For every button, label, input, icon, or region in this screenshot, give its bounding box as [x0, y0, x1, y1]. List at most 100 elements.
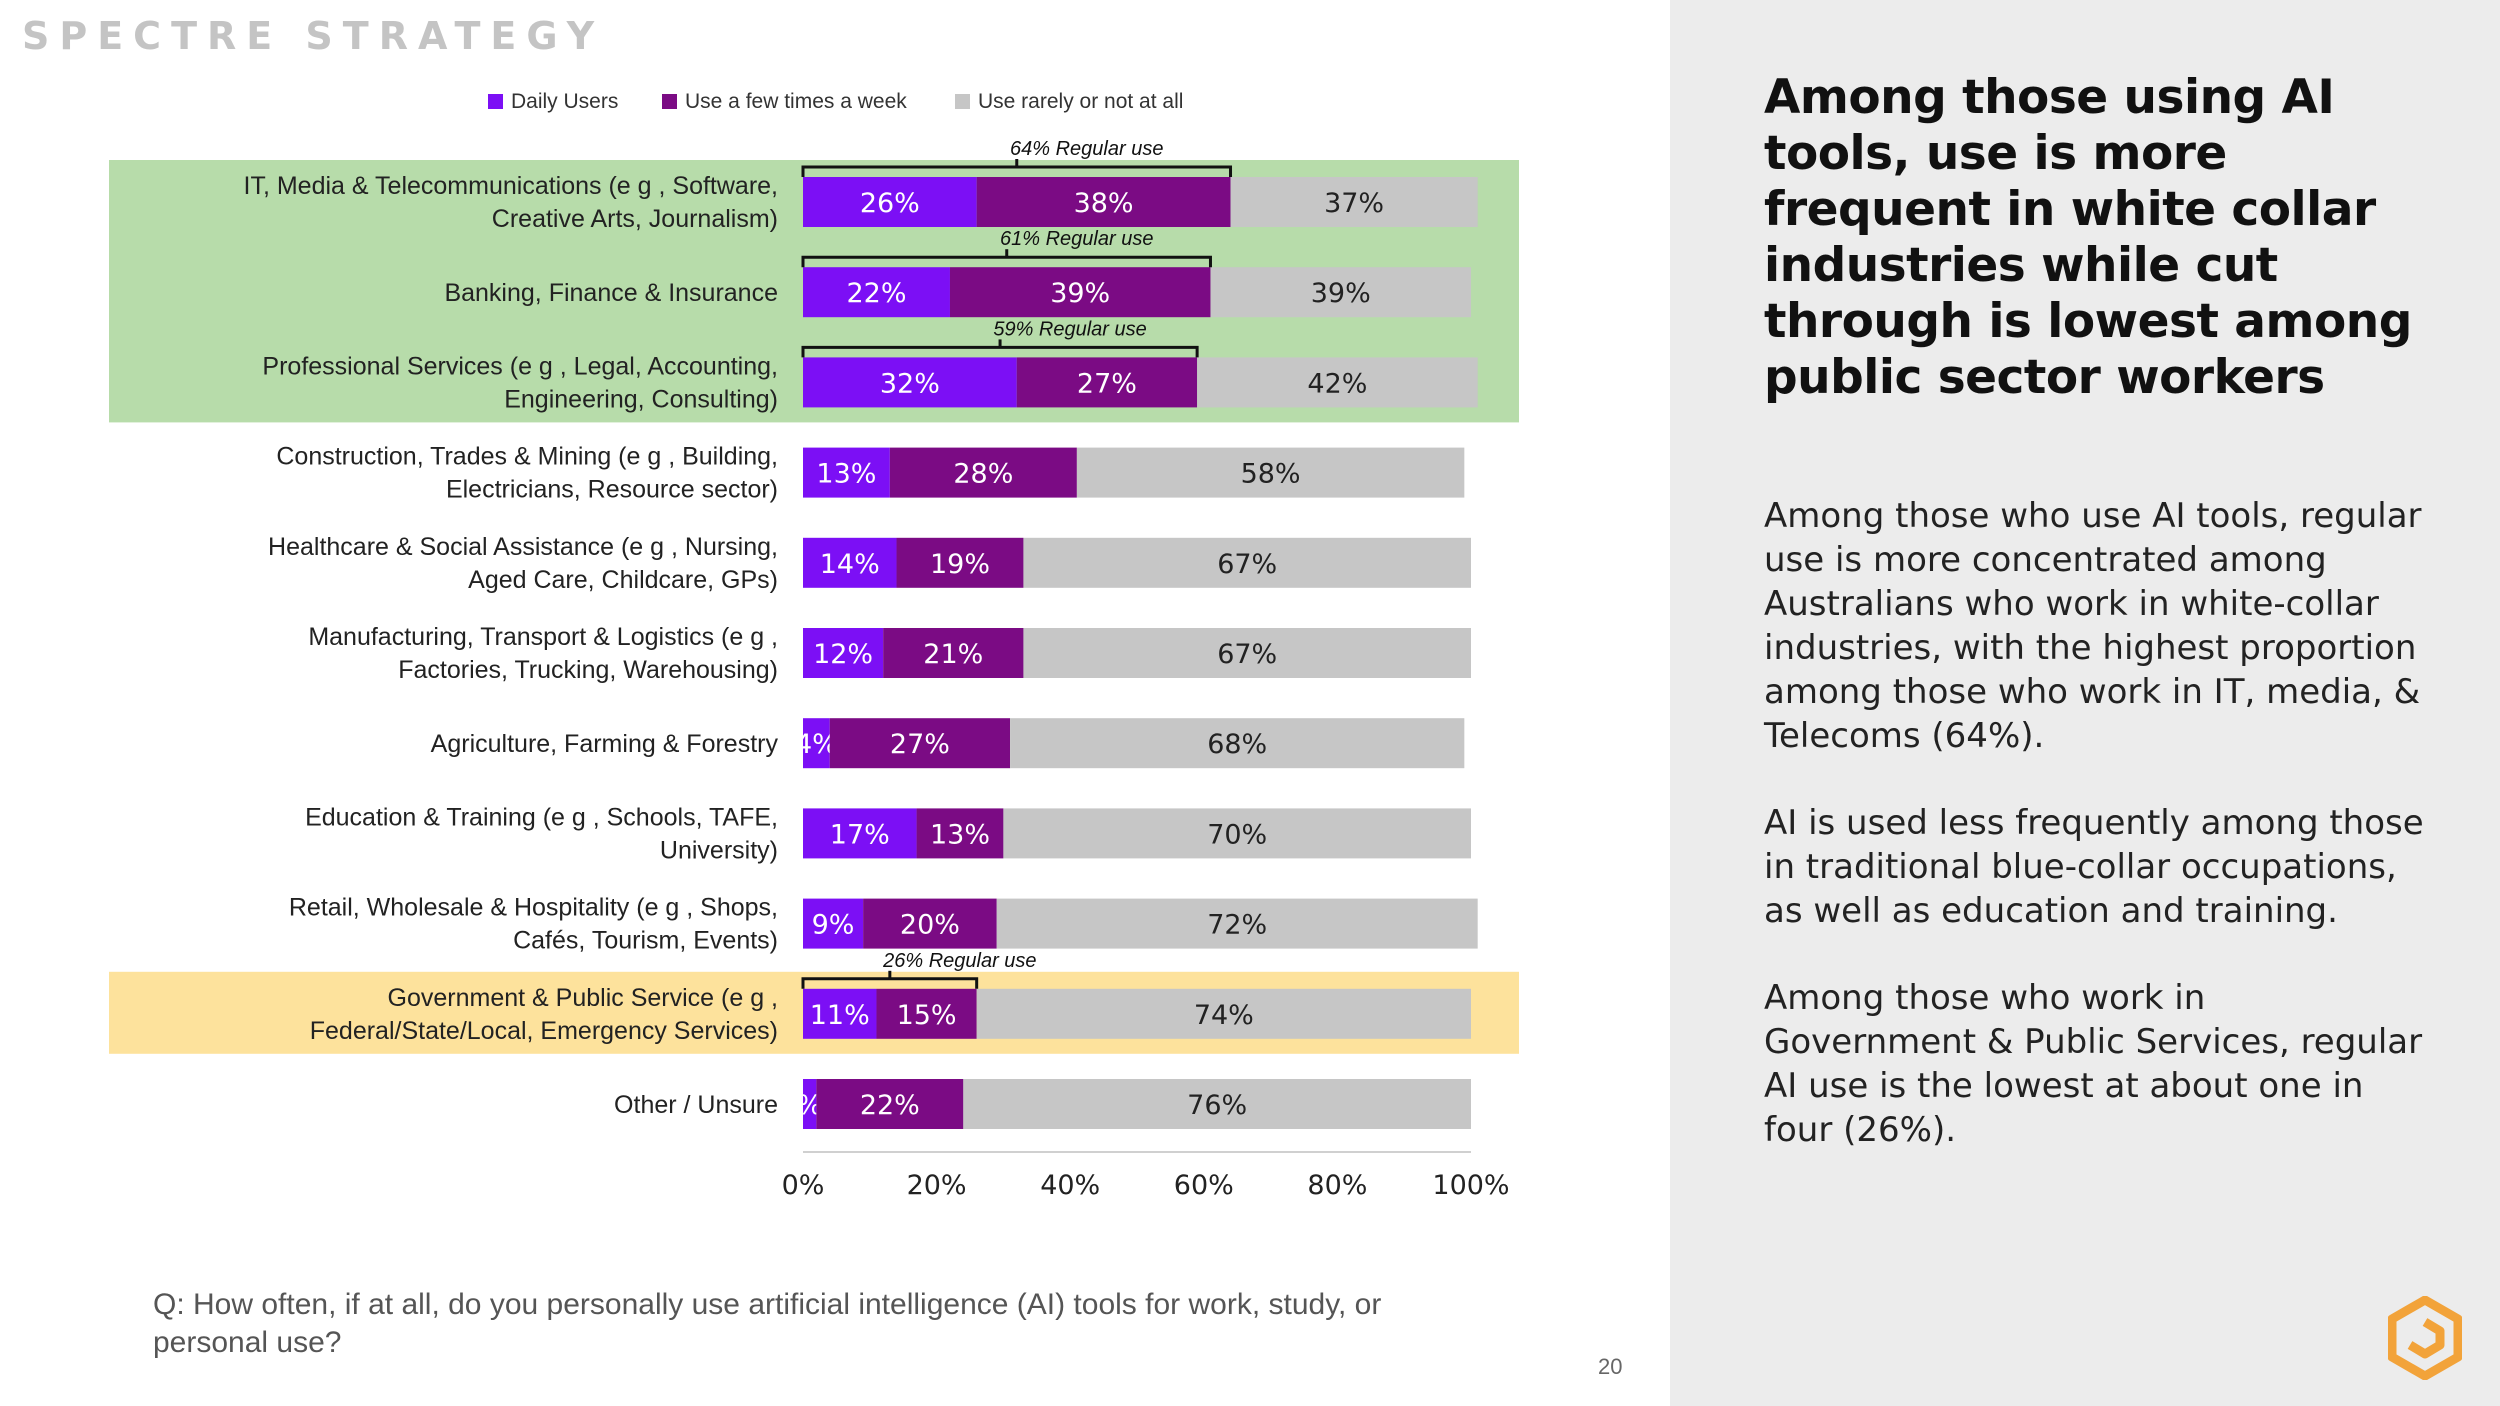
bar-segment: [1003, 808, 1471, 859]
bar-segment: [803, 718, 830, 769]
bar-segment: [1023, 537, 1471, 588]
bar-data-label: 27%: [1077, 368, 1137, 399]
bar-segment: [949, 267, 1211, 318]
bar-segment: [976, 177, 1231, 227]
legend-swatch: [955, 94, 970, 109]
bar-segment: [996, 898, 1478, 949]
bar-data-label: 14%: [820, 549, 880, 580]
bar-segment: [803, 537, 897, 588]
bar-data-label: 67%: [1217, 639, 1277, 670]
x-tick-label: 80%: [1307, 1170, 1367, 1201]
bar-segment: [896, 537, 1024, 588]
bar-segment: [803, 177, 977, 227]
stacked-bar-chart: Daily Users Use a few times a week Use rar…: [109, 90, 1519, 1201]
bar-data-label: 58%: [1241, 459, 1301, 490]
category-label: Other / Unsure: [614, 1091, 778, 1119]
x-tick-label: 60%: [1174, 1170, 1234, 1201]
bar-data-label: 38%: [1074, 188, 1134, 219]
bar-data-label: 26%: [860, 188, 920, 219]
bar-data-label: 27%: [890, 729, 950, 760]
panel-body: Among those who use AI tools, regular us…: [1764, 494, 2424, 1195]
x-tick-label: 0%: [782, 1170, 825, 1201]
bar-segment: [863, 898, 997, 949]
category-label: Banking, Finance & Insurance: [444, 279, 778, 307]
bar-data-label: 11%: [810, 1000, 870, 1031]
bar-data-label: 28%: [953, 459, 1013, 490]
regular-use-label: 59% Regular use: [993, 318, 1146, 340]
bar-segment: [803, 1079, 817, 1129]
bar-segment: [803, 808, 917, 859]
category-label: Agriculture, Farming & Forestry: [431, 730, 779, 758]
bar-segment: [803, 447, 890, 498]
bar-segment: [829, 718, 1011, 769]
legend-swatch: [662, 94, 677, 109]
bar-segment: [916, 808, 1004, 859]
bar-data-label: 32%: [880, 368, 940, 399]
bar-segment: [976, 988, 1471, 1039]
bar-segment: [1016, 357, 1198, 408]
bar-segment: [803, 628, 884, 678]
panel-paragraph: Among those who work in Government & Pub…: [1764, 978, 2423, 1150]
bar-data-label: 39%: [1311, 278, 1371, 309]
bar-segment: [1010, 718, 1465, 769]
brand-title: SPECTRE STRATEGY: [22, 14, 605, 58]
bar-segment: [876, 988, 977, 1039]
category-label: Construction, Trades & Mining (e g , Bui…: [276, 443, 778, 504]
bar-segment: [803, 357, 1017, 408]
bar-segment: [1197, 357, 1478, 408]
bar-segment: [883, 628, 1024, 678]
bar-data-label: 68%: [1207, 729, 1267, 760]
bar-data-label: 70%: [1207, 819, 1267, 850]
bar-data-label: 42%: [1307, 368, 1367, 399]
category-label: Education & Training (e g , Schools, TAF…: [305, 803, 778, 864]
bar-segment: [803, 898, 864, 949]
bar-data-label: 37%: [1324, 188, 1384, 219]
bar-data-label: 22%: [860, 1090, 920, 1121]
bar-data-label: 76%: [1187, 1090, 1247, 1121]
category-label: IT, Media & Telecommunications (e g , So…: [244, 172, 779, 233]
category-label: Healthcare & Social Assistance (e g , Nu…: [268, 533, 778, 594]
legend-label: Use a few times a week: [685, 90, 907, 113]
category-label: Professional Services (e g , Legal, Acco…: [262, 352, 778, 413]
page-number: 20: [1598, 1354, 1623, 1379]
category-label: Manufacturing, Transport & Logistics (e …: [308, 623, 778, 684]
bar-data-label: 67%: [1217, 549, 1277, 580]
category-label: Government & Public Service (e g , Federa…: [310, 984, 778, 1045]
x-tick-label: 20%: [907, 1170, 967, 1201]
category-label: Retail, Wholesale & Hospitality (e g , S…: [289, 894, 778, 955]
regular-use-label: 64% Regular use: [1010, 138, 1163, 160]
regular-use-label: 61% Regular use: [1000, 228, 1153, 250]
bar-data-label: 17%: [830, 819, 890, 850]
bar-segment: [1230, 177, 1478, 227]
bar-data-label: 19%: [930, 549, 990, 580]
x-tick-label: 40%: [1040, 1170, 1100, 1201]
bar-segment: [889, 447, 1077, 498]
panel-headline: Among those using AI tools, use is more …: [1764, 70, 2412, 405]
panel-paragraph: AI is used less frequently among those i…: [1764, 803, 2424, 931]
bar-segment: [1076, 447, 1465, 498]
bar-data-label: 72%: [1207, 910, 1267, 941]
bar-segment: [803, 267, 950, 318]
bar-data-label: 74%: [1194, 1000, 1254, 1031]
bar-segment: [816, 1079, 964, 1129]
legend-swatch: [488, 94, 503, 109]
bar-data-label: 39%: [1050, 278, 1110, 309]
bar-data-label: 9%: [812, 910, 855, 941]
regular-use-label: 26% Regular use: [882, 950, 1036, 972]
spectre-logo-icon: [2388, 1296, 2462, 1380]
bar-data-label: 22%: [846, 278, 906, 309]
bar-segment: [803, 988, 877, 1039]
bar-segment: [1210, 267, 1471, 318]
bar-data-label: 15%: [897, 1000, 957, 1031]
legend-label: Use rarely or not at all: [978, 90, 1183, 113]
bar-data-label: 13%: [930, 819, 990, 850]
legend-label: Daily Users: [511, 90, 618, 113]
bar-segment: [963, 1079, 1471, 1129]
right-panel: Among those using AI tools, use is more …: [1670, 0, 2500, 1406]
bar-segment: [1023, 628, 1471, 678]
survey-question: Q: How often, if at all, do you personal…: [153, 1288, 1382, 1359]
bar-data-label: 20%: [900, 910, 960, 941]
x-tick-label: 100%: [1432, 1170, 1509, 1201]
bar-data-label: 13%: [816, 459, 876, 490]
bar-data-label: 12%: [813, 639, 873, 670]
